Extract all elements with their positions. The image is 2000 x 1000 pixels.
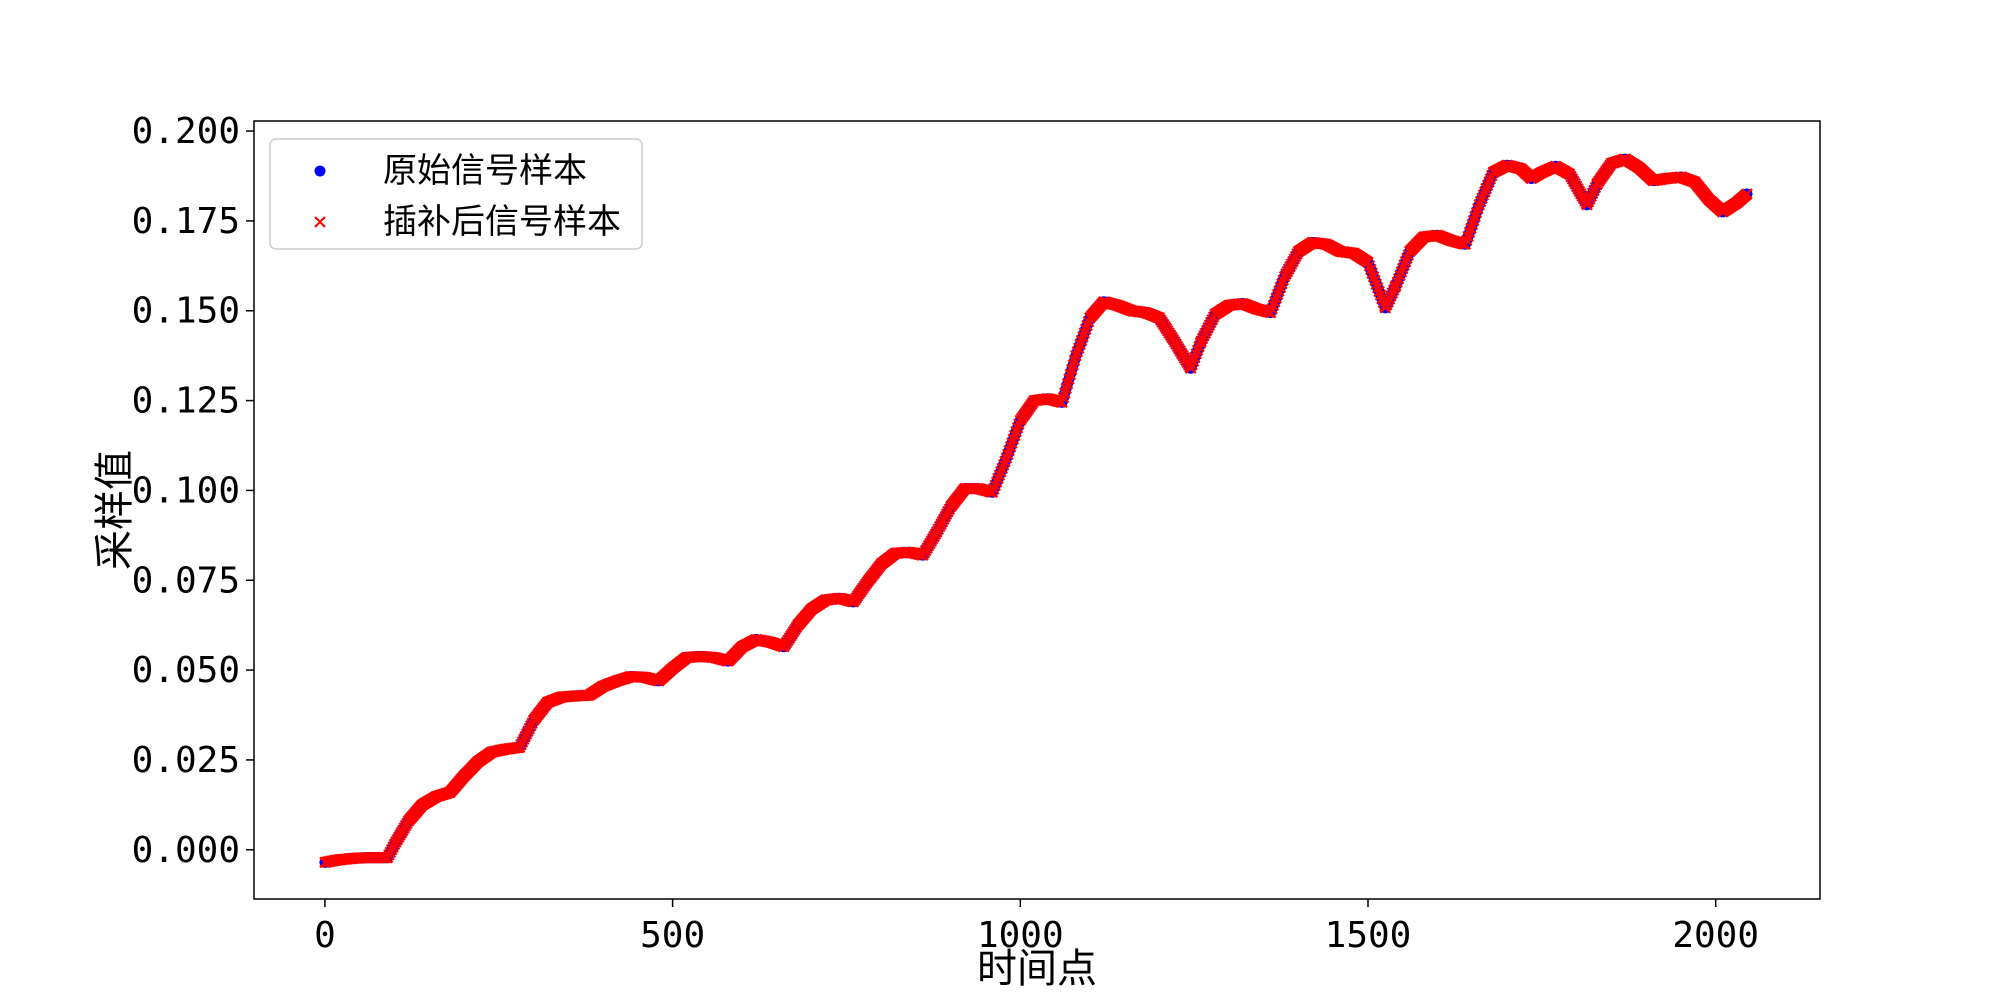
data-point-imputed xyxy=(1479,186,1491,198)
data-point-imputed xyxy=(1266,303,1278,315)
y-tick-label: 0.150 xyxy=(132,291,240,332)
data-point-imputed xyxy=(993,469,1006,481)
x-tick-label: 1000 xyxy=(977,915,1064,956)
y-tick-label: 0.125 xyxy=(132,381,240,422)
data-point-imputed xyxy=(986,486,999,498)
legend: 原始信号样本 插补后信号样本 xyxy=(269,138,643,250)
data-point-imputed xyxy=(1391,276,1403,288)
data-point-imputed xyxy=(1477,189,1490,201)
data-point-imputed xyxy=(1476,192,1488,205)
data-point-imputed xyxy=(1269,295,1281,308)
data-point-imputed xyxy=(1396,262,1409,275)
data-point-imputed xyxy=(1367,271,1380,283)
plot-area xyxy=(253,120,1821,900)
data-point-imputed xyxy=(1385,290,1397,302)
data-point-imputed xyxy=(1481,179,1494,192)
legend-marker-original xyxy=(314,165,326,177)
data-point-imputed xyxy=(1383,293,1396,305)
x-tick-label: 2000 xyxy=(1672,915,1759,956)
data-point-imputed xyxy=(1395,266,1408,278)
data-point-imputed xyxy=(1380,299,1393,311)
data-point-imputed xyxy=(1379,302,1392,314)
y-tick-label: 0.025 xyxy=(132,740,240,781)
data-point-imputed xyxy=(999,455,1011,468)
data-point-imputed xyxy=(1274,281,1287,294)
x-tick-label: 500 xyxy=(640,915,705,956)
y-tick-label: 0.200 xyxy=(132,111,240,152)
data-point-imputed xyxy=(988,483,1000,495)
data-point-imputed xyxy=(1370,278,1383,290)
data-point-imputed xyxy=(1190,348,1203,360)
x-axis: 0 500 1000 1500 2000 xyxy=(314,899,1759,956)
series-imputed xyxy=(319,153,1753,869)
data-point-imputed xyxy=(1365,263,1377,276)
data-point-imputed xyxy=(1271,288,1284,301)
data-point-imputed xyxy=(1369,274,1381,287)
data-point-imputed xyxy=(995,465,1007,478)
data-point-imputed xyxy=(990,476,1003,488)
y-axis: 0.000 0.025 0.050 0.075 0.100 0.125 0.150 0.175… xyxy=(132,111,254,871)
y-tick-label: 0.050 xyxy=(132,650,240,691)
data-point-imputed xyxy=(1275,278,1288,290)
x-axis-title: 时间点 xyxy=(977,946,1097,992)
data-point-imputed xyxy=(1267,299,1280,312)
data-point-imputed xyxy=(989,479,1002,492)
legend-label-imputed: 插补后信号样本 xyxy=(383,202,621,242)
data-point-imputed xyxy=(1363,260,1376,272)
plot-frame xyxy=(253,120,1821,900)
x-tick-label: 1500 xyxy=(1325,915,1412,956)
y-tick-label: 0.100 xyxy=(132,470,240,511)
data-point-imputed xyxy=(1392,272,1405,285)
data-point-imputed xyxy=(1399,255,1412,268)
data-point-imputed xyxy=(992,472,1004,485)
y-tick-label: 0.000 xyxy=(132,830,240,871)
y-axis-title: 采样值 xyxy=(92,450,138,570)
y-tick-label: 0.175 xyxy=(132,201,240,242)
data-point-imputed xyxy=(1741,188,1753,200)
data-point-imputed xyxy=(1401,252,1413,265)
data-point-imputed xyxy=(1184,362,1197,375)
data-point-imputed xyxy=(1273,285,1285,297)
data-point-imputed xyxy=(1394,269,1406,282)
data-point-imputed xyxy=(1371,282,1384,294)
y-tick-label: 0.075 xyxy=(132,560,240,601)
data-point-imputed xyxy=(1474,195,1487,208)
data-point-imputed xyxy=(996,462,1009,475)
data-point-imputed xyxy=(1191,344,1204,357)
legend-label-original: 原始信号样本 xyxy=(383,151,587,191)
data-point-imputed xyxy=(1189,351,1201,364)
data-point-imputed xyxy=(1484,173,1497,185)
data-point-imputed xyxy=(1483,176,1495,188)
data-point-imputed xyxy=(1373,285,1385,298)
data-point-imputed xyxy=(997,459,1010,471)
legend-marker-imputed xyxy=(314,216,326,228)
data-point-imputed xyxy=(1264,306,1277,319)
x-tick-label: 0 xyxy=(314,915,336,956)
series-layer xyxy=(319,153,1753,869)
data-point-imputed xyxy=(1366,267,1378,279)
data-point-imputed xyxy=(1186,358,1198,371)
data-point-imputed xyxy=(1187,355,1200,367)
legend-box xyxy=(269,138,643,250)
data-point-imputed xyxy=(1480,182,1492,195)
data-point-imputed xyxy=(1398,259,1410,271)
data-point-imputed xyxy=(1386,287,1399,299)
data-point-imputed xyxy=(1382,296,1394,308)
data-point-imputed xyxy=(1277,274,1289,286)
data-point-imputed xyxy=(1270,292,1282,304)
data-point-imputed xyxy=(1390,279,1402,292)
data-point-imputed xyxy=(1473,198,1486,211)
data-point-imputed xyxy=(1362,256,1374,269)
